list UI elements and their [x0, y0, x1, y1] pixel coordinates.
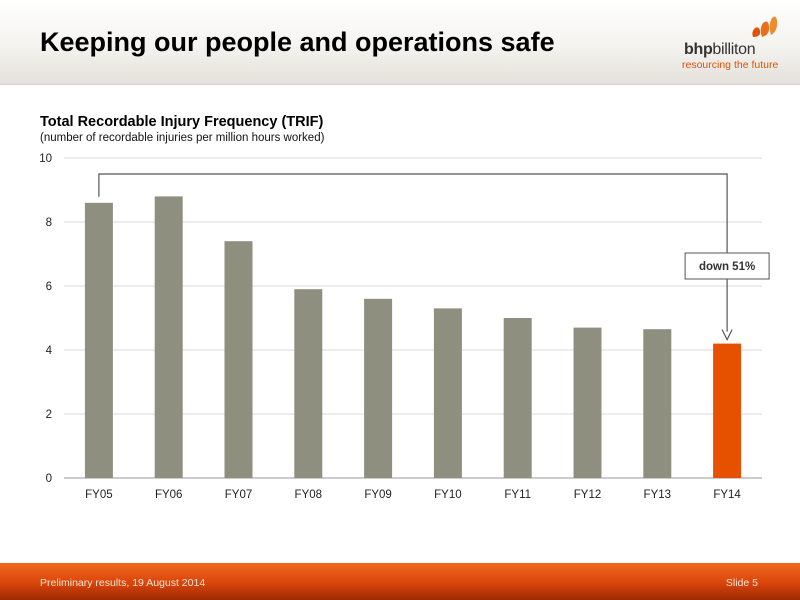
y-tick-label: 8: [46, 217, 52, 229]
x-tick-label: FY06: [155, 489, 183, 501]
bar-fy06: [154, 196, 183, 478]
x-tick-label: FY09: [364, 489, 392, 501]
y-tick-label: 10: [39, 153, 52, 165]
x-tick-label: FY13: [644, 489, 672, 501]
slide-footer: Preliminary results, 19 August 2014 Slid…: [0, 563, 800, 600]
x-tick-label: FY10: [434, 489, 462, 501]
chart-title: Total Recordable Injury Frequency (TRIF): [40, 114, 324, 130]
annotation-box: [684, 252, 770, 280]
y-tick-label: 2: [46, 409, 52, 421]
bar-fy05: [84, 202, 113, 479]
annotation-label: down 51%: [699, 261, 755, 273]
company-logo: bhpbilliton resourcing the future: [678, 14, 792, 74]
x-tick-label: FY12: [574, 489, 602, 501]
footer-event-label: Preliminary results, 19 August 2014: [40, 577, 206, 589]
y-tick-label: 0: [46, 473, 52, 485]
chart-subtitle: (number of recordable injuries per milli…: [40, 132, 325, 144]
x-tick-label: FY08: [295, 489, 323, 501]
annotation-arrow-head-icon: [721, 329, 733, 341]
bar-fy07: [224, 241, 253, 478]
logo-tagline: resourcing the future: [682, 59, 779, 71]
y-tick-label: 4: [46, 345, 53, 357]
x-tick-label: FY05: [85, 489, 113, 501]
bar-fy14: [713, 343, 742, 478]
y-tick-label: 6: [46, 281, 52, 293]
x-tick-label: FY11: [504, 489, 531, 501]
bar-fy08: [294, 289, 323, 478]
slide-title: Keeping our people and operations safe: [40, 27, 555, 57]
bar-fy10: [433, 308, 462, 478]
logo-name: bhpbilliton: [684, 41, 756, 59]
bar-fy13: [643, 329, 672, 478]
logo-name-bold: bhp: [684, 41, 713, 58]
slide-number: Slide 5: [725, 577, 758, 589]
slide-header: Keeping our people and operations safe b…: [0, 0, 800, 85]
bar-fy12: [573, 327, 602, 478]
logo-name-rest: billiton: [712, 41, 756, 58]
bar-fy11: [503, 318, 532, 478]
x-tick-label: FY14: [713, 489, 741, 501]
logo-mark-icon: [752, 16, 778, 37]
x-tick-label: FY07: [225, 489, 253, 501]
annotation-bracket: [98, 173, 728, 253]
bar-fy09: [364, 298, 393, 478]
